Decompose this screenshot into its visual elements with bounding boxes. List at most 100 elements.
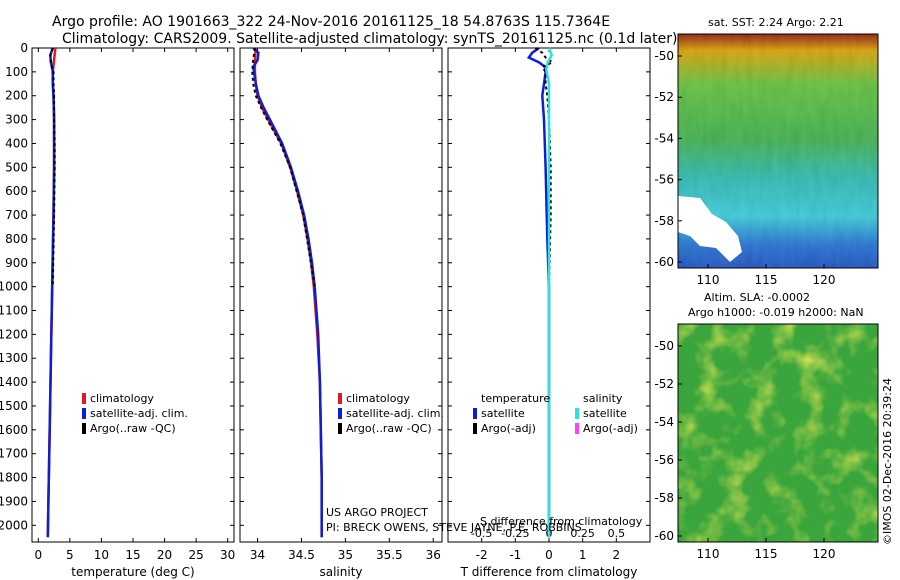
credit-line-1: US ARGO PROJECT: [326, 506, 428, 519]
legend-swatch-satellite: [338, 408, 342, 419]
salinity-xlabel: salinity: [319, 565, 362, 579]
title-line-1: Argo profile: AO 1901663_322 24-Nov-2016…: [52, 14, 610, 30]
map-y-tick-label: -60: [654, 255, 674, 269]
top-tick-label: 0.25: [570, 527, 595, 540]
legend-label: Argo(-adj): [583, 422, 638, 435]
map-x-tick-label: 115: [755, 547, 778, 561]
series-line-2: [251, 47, 316, 287]
y-tick-label: 0: [20, 41, 28, 55]
y-tick-label: 1700: [0, 447, 28, 461]
series-line-0: [253, 47, 323, 538]
legend-label: satellite-adj. clim.: [346, 407, 444, 420]
y-tick-label: 600: [5, 184, 28, 198]
x-tick-label: 30: [220, 548, 235, 562]
legend-swatch-climatology: [82, 393, 86, 404]
legend-swatch-satellite: [82, 408, 86, 419]
map-y-tick-label: -60: [654, 529, 674, 543]
x-tick-label: 36: [426, 548, 441, 562]
y-tick-label: 300: [5, 113, 28, 127]
x-tick-label: 34: [250, 548, 265, 562]
legend-swatch-s-argo: [575, 423, 579, 434]
x-tick-label: 25: [188, 548, 203, 562]
x-tick-label: 5: [66, 548, 74, 562]
map-x-tick-label: 115: [755, 273, 778, 287]
y-tick-label: 1400: [0, 375, 28, 389]
top-tick-label: -0.25: [501, 527, 529, 540]
legend-swatch-t-satellite: [473, 408, 477, 419]
x-tick-label: 1: [579, 548, 587, 562]
y-tick-label: 1500: [0, 399, 28, 413]
x-tick-label: -1: [509, 548, 521, 562]
sla-map: Altim. SLA: -0.0002 Argo h1000: -0.019 h…: [654, 291, 879, 561]
legend-label: satellite: [583, 407, 627, 420]
legend-swatch-argo: [338, 423, 342, 434]
top-tick-label: 0.5: [608, 527, 626, 540]
legend-label: Argo(..raw -QC): [90, 422, 176, 435]
x-tick-label: -2: [476, 548, 488, 562]
map-y-tick-label: -56: [654, 453, 674, 467]
x-tick-label: 35.5: [376, 548, 403, 562]
map-x-tick-label: 120: [813, 547, 836, 561]
map-y-tick-label: -54: [654, 415, 674, 429]
sla-map-title-2: Argo h1000: -0.019 h2000: NaN: [688, 306, 864, 319]
map-x-tick-label: 110: [697, 273, 720, 287]
series-line-2: [49, 47, 56, 287]
sst-map-missing-data: [678, 196, 742, 262]
y-tick-label: 1000: [0, 280, 28, 294]
sla-map-frame: [677, 323, 879, 543]
legend-label: climatology: [346, 392, 410, 405]
difference-xlabel: T difference from climatology: [460, 565, 638, 579]
legend-title-salinity: salinity: [583, 392, 623, 405]
series-line-2: [545, 47, 554, 538]
y-tick-label: 900: [5, 256, 28, 270]
salinity-panel: [239, 47, 443, 543]
title-line-2: Climatology: CARS2009. Satellite-adjuste…: [62, 31, 677, 47]
sst-map: sat. SST: 2.24 Argo: 2.21 110 115 120 -50 -5…: [654, 16, 879, 287]
salinity-chart: 34 34.5 35 35.5 36: [240, 47, 442, 562]
temperature-legend: climatology satellite-adj. clim. Argo(..…: [82, 392, 188, 435]
sla-map-axes: 110 115 120 -50 -52 -54 -56 -58 -60: [654, 339, 835, 561]
map-y-tick-label: -54: [654, 131, 674, 145]
legend-swatch-t-argo: [473, 423, 477, 434]
sla-map-texture: [678, 324, 878, 542]
y-tick-label: 1600: [0, 423, 28, 437]
legend-label: satellite: [481, 407, 525, 420]
series-line-1: [534, 47, 555, 287]
series-line-1: [251, 47, 323, 538]
y-tick-label: 800: [5, 232, 28, 246]
y-tick-label: 100: [5, 65, 28, 79]
y-tick-label: 1900: [0, 494, 28, 508]
y-tick-label: 700: [5, 208, 28, 222]
salinity-legend: climatology satellite-adj. clim. Argo(..…: [338, 392, 444, 435]
y-tick-label: 1300: [0, 351, 28, 365]
y-tick-label: 200: [5, 89, 28, 103]
y-tick-label: 2000: [0, 518, 28, 532]
temperature-panel: [31, 47, 235, 543]
map-y-tick-label: -58: [654, 214, 674, 228]
map-y-tick-label: -52: [654, 377, 674, 391]
difference-legend: temperature salinity satellite Argo(-adj…: [473, 392, 638, 435]
y-tick-label: 400: [5, 136, 28, 150]
x-tick-label: 20: [157, 548, 172, 562]
legend-label: Argo(..raw -QC): [346, 422, 432, 435]
x-tick-label: 2: [613, 548, 621, 562]
series-line-0: [526, 46, 551, 538]
map-y-tick-label: -50: [654, 339, 674, 353]
legend-label: Argo(-adj): [481, 422, 536, 435]
y-tick-label: 1200: [0, 327, 28, 341]
y-tick-label: 1800: [0, 471, 28, 485]
map-x-tick-label: 120: [813, 273, 836, 287]
y-tick-label: 500: [5, 160, 28, 174]
map-y-tick-label: -52: [654, 90, 674, 104]
map-y-tick-label: -56: [654, 173, 674, 187]
legend-swatch-s-satellite: [575, 408, 579, 419]
legend-swatch-argo: [82, 423, 86, 434]
x-tick-label: 0: [545, 548, 553, 562]
x-tick-label: 0: [34, 548, 42, 562]
sla-map-title-1: Altim. SLA: -0.0002: [704, 291, 810, 304]
x-tick-label: 15: [125, 548, 140, 562]
legend-swatch-climatology: [338, 393, 342, 404]
temperature-xlabel: temperature (deg C): [71, 565, 194, 579]
x-tick-label: 10: [94, 548, 109, 562]
